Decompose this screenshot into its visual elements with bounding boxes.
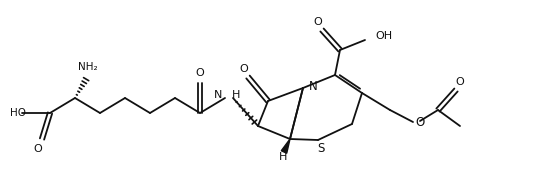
Text: O: O bbox=[196, 68, 204, 78]
Text: O: O bbox=[239, 64, 248, 74]
Text: N: N bbox=[214, 90, 222, 100]
Text: N: N bbox=[309, 79, 318, 93]
Text: HO: HO bbox=[10, 108, 26, 118]
Text: O: O bbox=[455, 77, 464, 87]
Text: O: O bbox=[313, 17, 322, 27]
Text: O: O bbox=[415, 116, 424, 130]
Text: O: O bbox=[33, 144, 42, 154]
Text: OH: OH bbox=[375, 31, 392, 41]
Text: H: H bbox=[232, 90, 241, 100]
Text: H: H bbox=[279, 152, 287, 162]
Text: NH₂: NH₂ bbox=[78, 62, 98, 72]
Text: S: S bbox=[317, 142, 324, 155]
Polygon shape bbox=[281, 139, 290, 153]
